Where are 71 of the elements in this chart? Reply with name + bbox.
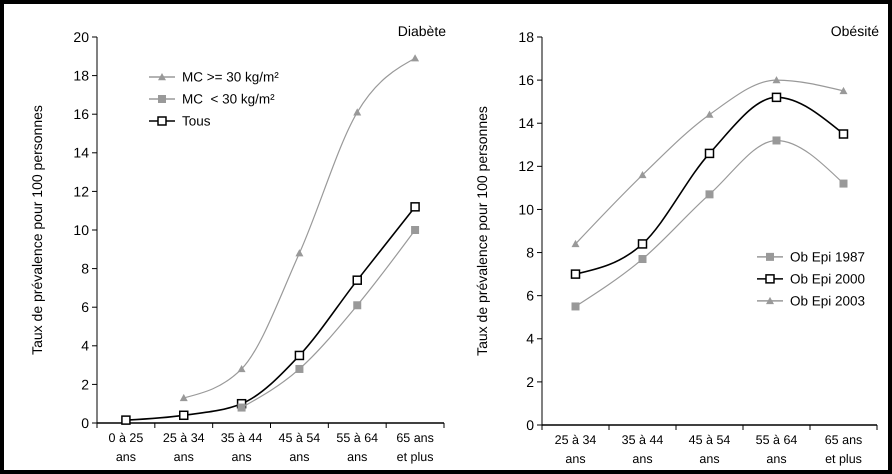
point [638, 239, 648, 249]
y-tick-label: 6 [81, 299, 90, 316]
y-tick-label: 18 [518, 28, 534, 45]
y-tick-label: 14 [73, 144, 90, 161]
chart-title: Diabète [398, 23, 446, 39]
chart-title: Obésité [830, 23, 880, 39]
x-tick-label: 55 à 64 ans [336, 431, 378, 464]
point [572, 240, 580, 248]
point [121, 415, 131, 425]
x-tick-label: 55 à 64 ans [756, 433, 798, 466]
y-tick-label: 12 [518, 158, 534, 174]
point [840, 86, 848, 94]
point [772, 76, 780, 84]
point [352, 275, 362, 285]
x-tick-label: 0 à 25 ans [108, 431, 144, 464]
y-tick-label: 12 [73, 183, 90, 200]
y-tick-label: 6 [526, 288, 534, 304]
point [706, 190, 714, 198]
y-tick-label: 18 [73, 68, 90, 84]
point [572, 302, 580, 310]
point [410, 202, 420, 212]
point [704, 148, 714, 158]
y-tick-label: 4 [526, 330, 534, 347]
y-tick-label: 8 [81, 260, 90, 276]
point [772, 136, 780, 144]
point [353, 108, 362, 116]
y-tick-label: 2 [526, 374, 534, 390]
point [238, 364, 246, 372]
point [294, 350, 304, 360]
y-axis-title: Taux de prévalence pour 100 personnes [29, 105, 45, 355]
point [238, 404, 246, 412]
y-tick-label: 10 [73, 222, 90, 238]
point [179, 410, 188, 420]
point [570, 269, 580, 279]
legend-label: Tous [182, 114, 211, 129]
y-tick-label: 14 [518, 115, 534, 132]
legend-label: Ob Epi 1987 [790, 250, 866, 265]
point [411, 54, 420, 62]
y-tick-label: 16 [518, 72, 534, 88]
x-tick-label: 65 ans et plus [824, 433, 862, 466]
point [706, 110, 714, 118]
point [353, 301, 362, 310]
y-tick-label: 0 [526, 416, 534, 433]
y-tick-label: 2 [81, 376, 90, 392]
point [295, 364, 304, 373]
y-axis-title: Taux de prévalence pour 100 personnes [474, 106, 490, 356]
y-tick-label: 20 [73, 28, 90, 45]
x-tick-label: 45 à 54 ans [688, 433, 730, 466]
point [772, 92, 782, 102]
legend-label: Ob Epi 2000 [790, 272, 866, 287]
y-tick-label: 10 [518, 201, 534, 218]
legend-label: MC < 30 kg/m² [182, 92, 276, 107]
y-tick-label: 8 [526, 244, 534, 260]
y-tick-label: 4 [81, 338, 90, 354]
x-tick-label: 25 à 34 ans [554, 433, 596, 466]
point [638, 255, 646, 264]
point [411, 226, 420, 234]
y-tick-label: 16 [73, 106, 90, 122]
y-tick-label: 0 [81, 414, 90, 431]
point [638, 170, 646, 178]
point [840, 180, 848, 188]
x-tick-label: 25 à 34 ans [162, 431, 205, 464]
point [838, 129, 848, 139]
x-tick-label: 45 à 54 ans [278, 431, 320, 464]
point [295, 249, 304, 256]
legend-label: Ob Epi 2003 [790, 294, 866, 309]
x-tick-label: 65 ans et plus [396, 431, 434, 464]
legend-label: MC >= 30 kg/m² [182, 70, 280, 85]
x-tick-label: 35 à 44 ans [622, 433, 664, 466]
point [180, 394, 188, 402]
x-tick-label: 35 à 44 ans [220, 431, 262, 464]
